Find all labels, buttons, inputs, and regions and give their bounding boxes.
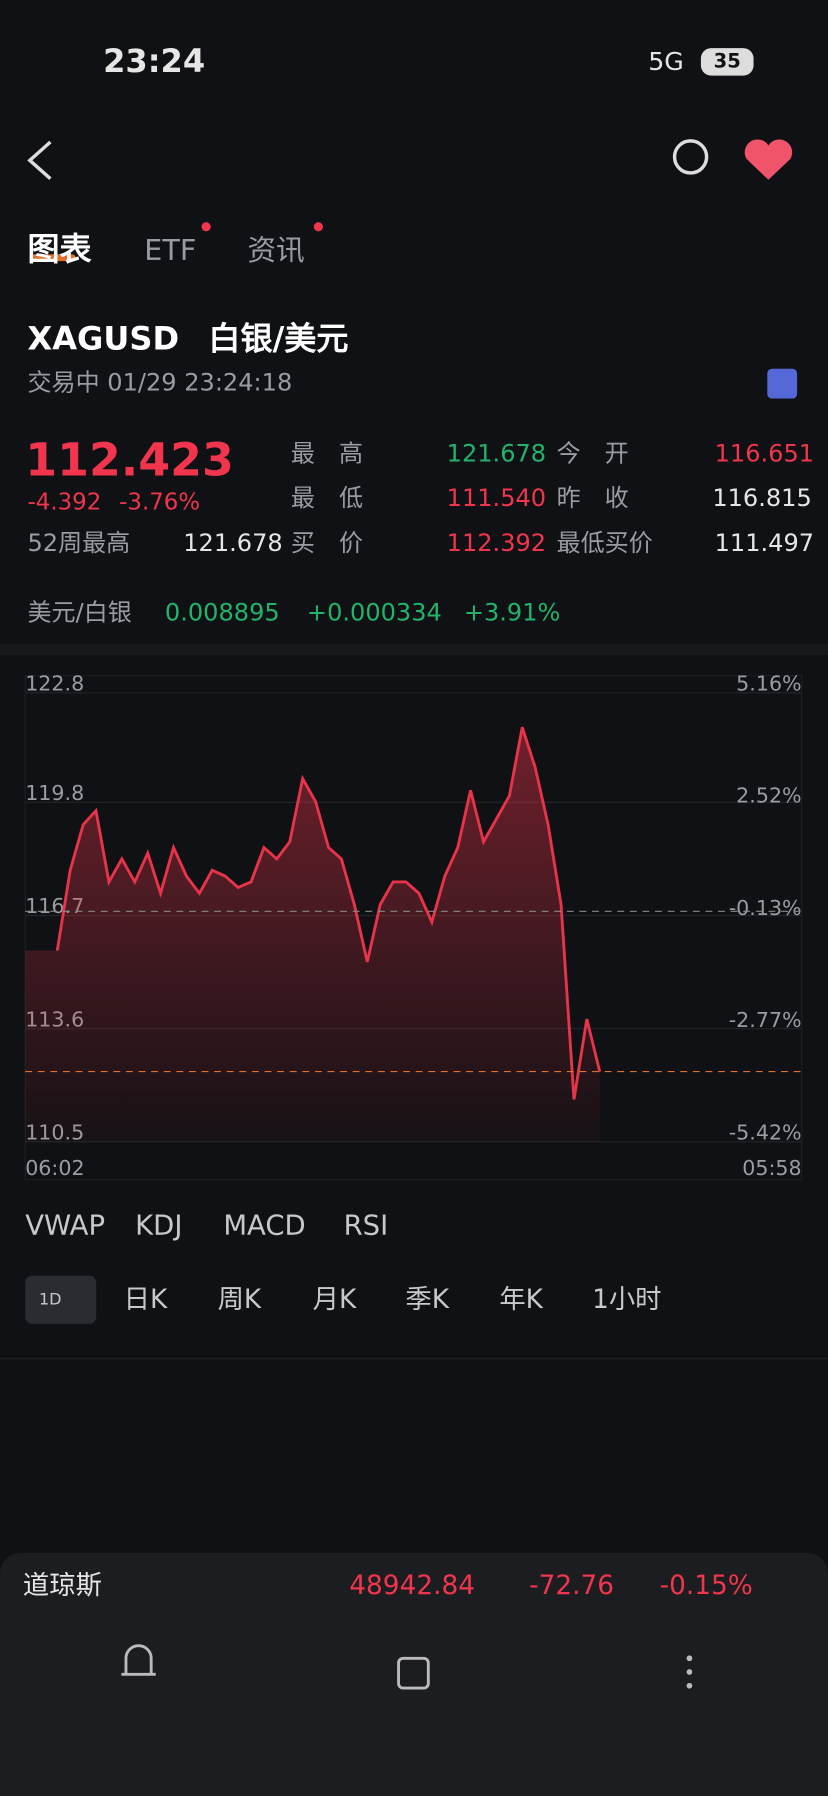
- period-button[interactable]: [25, 1275, 97, 1324]
- tab-underline: [29, 254, 76, 262]
- y-tick-label: 110.5: [25, 1121, 84, 1145]
- price-line: [55, 726, 602, 1100]
- period-tab[interactable]: 1小时: [592, 1284, 662, 1315]
- value: 111.540: [446, 484, 547, 512]
- globe-icon[interactable]: [767, 368, 798, 399]
- divider: [0, 1358, 828, 1360]
- tab[interactable]: 图表: [27, 230, 92, 268]
- tab[interactable]: 资讯: [247, 233, 305, 267]
- battery: 35: [700, 48, 754, 76]
- indicator-tab[interactable]: KDJ: [135, 1209, 183, 1242]
- y2-tick-label: 5.16%: [736, 672, 801, 696]
- y2-tick-label: -5.42%: [729, 1121, 802, 1145]
- y-tick-label: 116.7: [25, 894, 84, 918]
- favorite-icon[interactable]: [744, 139, 793, 180]
- value: +0.000334: [306, 598, 442, 627]
- name: 白银/美元: [208, 319, 349, 358]
- value: 112.392: [446, 529, 547, 557]
- label: 今 开: [556, 439, 629, 468]
- plot-frame: [24, 675, 803, 1181]
- network: 5G: [648, 48, 684, 77]
- x-tick-label: 06:02: [25, 1156, 84, 1180]
- indicator-tab[interactable]: VWAP: [25, 1209, 106, 1242]
- area: [25, 727, 600, 1142]
- value: 121.678: [446, 439, 547, 468]
- indicator-tab[interactable]: MACD: [223, 1209, 306, 1242]
- y2-tick-label: -0.13%: [729, 896, 802, 920]
- dot: [313, 222, 323, 232]
- label: 最 低: [290, 484, 364, 512]
- time: 23:24: [103, 42, 206, 81]
- tab[interactable]: ETF: [144, 233, 197, 267]
- label: 昨 收: [556, 484, 629, 512]
- value: +3.91%: [463, 598, 561, 627]
- search-icon[interactable]: [672, 139, 709, 175]
- label: 最 高: [290, 439, 364, 468]
- period-tab[interactable]: 季K: [405, 1284, 450, 1315]
- value: 116.815: [712, 484, 812, 512]
- change-pct: -3.76%: [119, 487, 201, 516]
- back-icon[interactable]: [27, 140, 52, 180]
- label: 最低买价: [556, 529, 653, 557]
- indicator-tab[interactable]: RSI: [343, 1209, 389, 1242]
- dot: [201, 222, 211, 232]
- status: 交易中 01/29 23:24:18: [27, 368, 293, 397]
- period-tab[interactable]: 年K: [499, 1284, 543, 1315]
- chart: 122.8 119.8 116.7 113.6 110.5 5.16% 2.52% -0.13…: [24, 672, 803, 1181]
- value: 121.678: [183, 529, 283, 557]
- ticker-change: -72.76: [529, 1571, 615, 1602]
- y-tick-label: 122.8: [25, 672, 84, 696]
- value: 116.651: [714, 439, 815, 468]
- ticker-price: 48942.84: [349, 1571, 475, 1602]
- period-tab[interactable]: 月K: [312, 1284, 357, 1315]
- x-tick-label: 05:58: [742, 1156, 801, 1180]
- change: -4.392: [27, 487, 102, 516]
- period-tab[interactable]: 日K: [123, 1284, 168, 1315]
- divider: [0, 643, 828, 656]
- ticker-pct: -0.15%: [659, 1571, 753, 1602]
- price: 112.423: [25, 434, 234, 487]
- y2-tick-label: -2.77%: [729, 1008, 802, 1032]
- label: 美元/白银: [27, 598, 132, 627]
- period-tab[interactable]: 1D: [38, 1290, 62, 1309]
- y2-tick-label: 2.52%: [736, 784, 801, 808]
- label: 52周最高: [27, 529, 131, 557]
- ticker-name[interactable]: 道琼斯: [22, 1571, 102, 1602]
- period-tab[interactable]: 周K: [217, 1284, 262, 1315]
- value: 0.008895: [164, 598, 280, 627]
- value: 111.497: [714, 529, 815, 557]
- y-tick-label: 119.8: [25, 781, 84, 805]
- label: 买 价: [290, 529, 364, 557]
- symbol: XAGUSD: [27, 319, 180, 358]
- y-tick-label: 113.6: [25, 1007, 84, 1031]
